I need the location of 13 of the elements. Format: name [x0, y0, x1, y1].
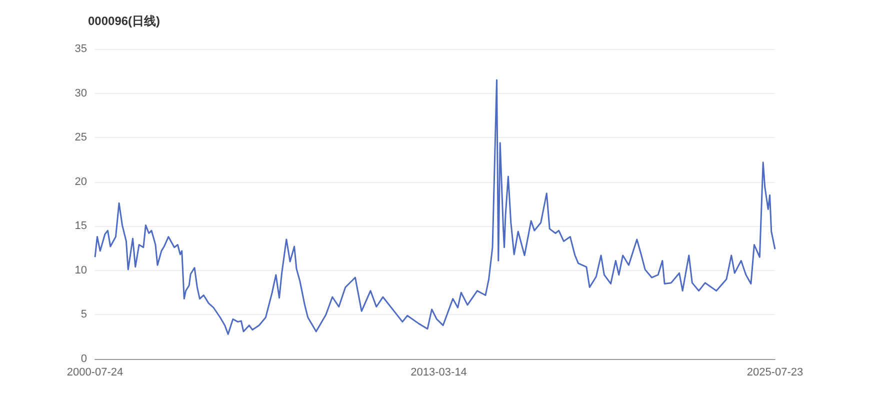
y-tick-label: 25	[74, 132, 87, 144]
x-tick-label: 2025-07-23	[746, 366, 804, 378]
y-tick-label: 35	[74, 43, 87, 55]
y-tick-label: 15	[74, 220, 87, 232]
chart-title: 000096(日线)	[88, 14, 160, 28]
x-tick-label: 2000-07-24	[66, 366, 124, 378]
y-tick-label: 10	[74, 264, 87, 276]
y-tick-label: 20	[74, 176, 87, 188]
line-series	[94, 79, 776, 335]
x-tick-label: 2013-03-14	[410, 366, 467, 378]
y-tick-label: 30	[74, 87, 87, 100]
y-tick-label: 5	[80, 308, 87, 321]
y-tick-label: 0	[80, 353, 87, 365]
